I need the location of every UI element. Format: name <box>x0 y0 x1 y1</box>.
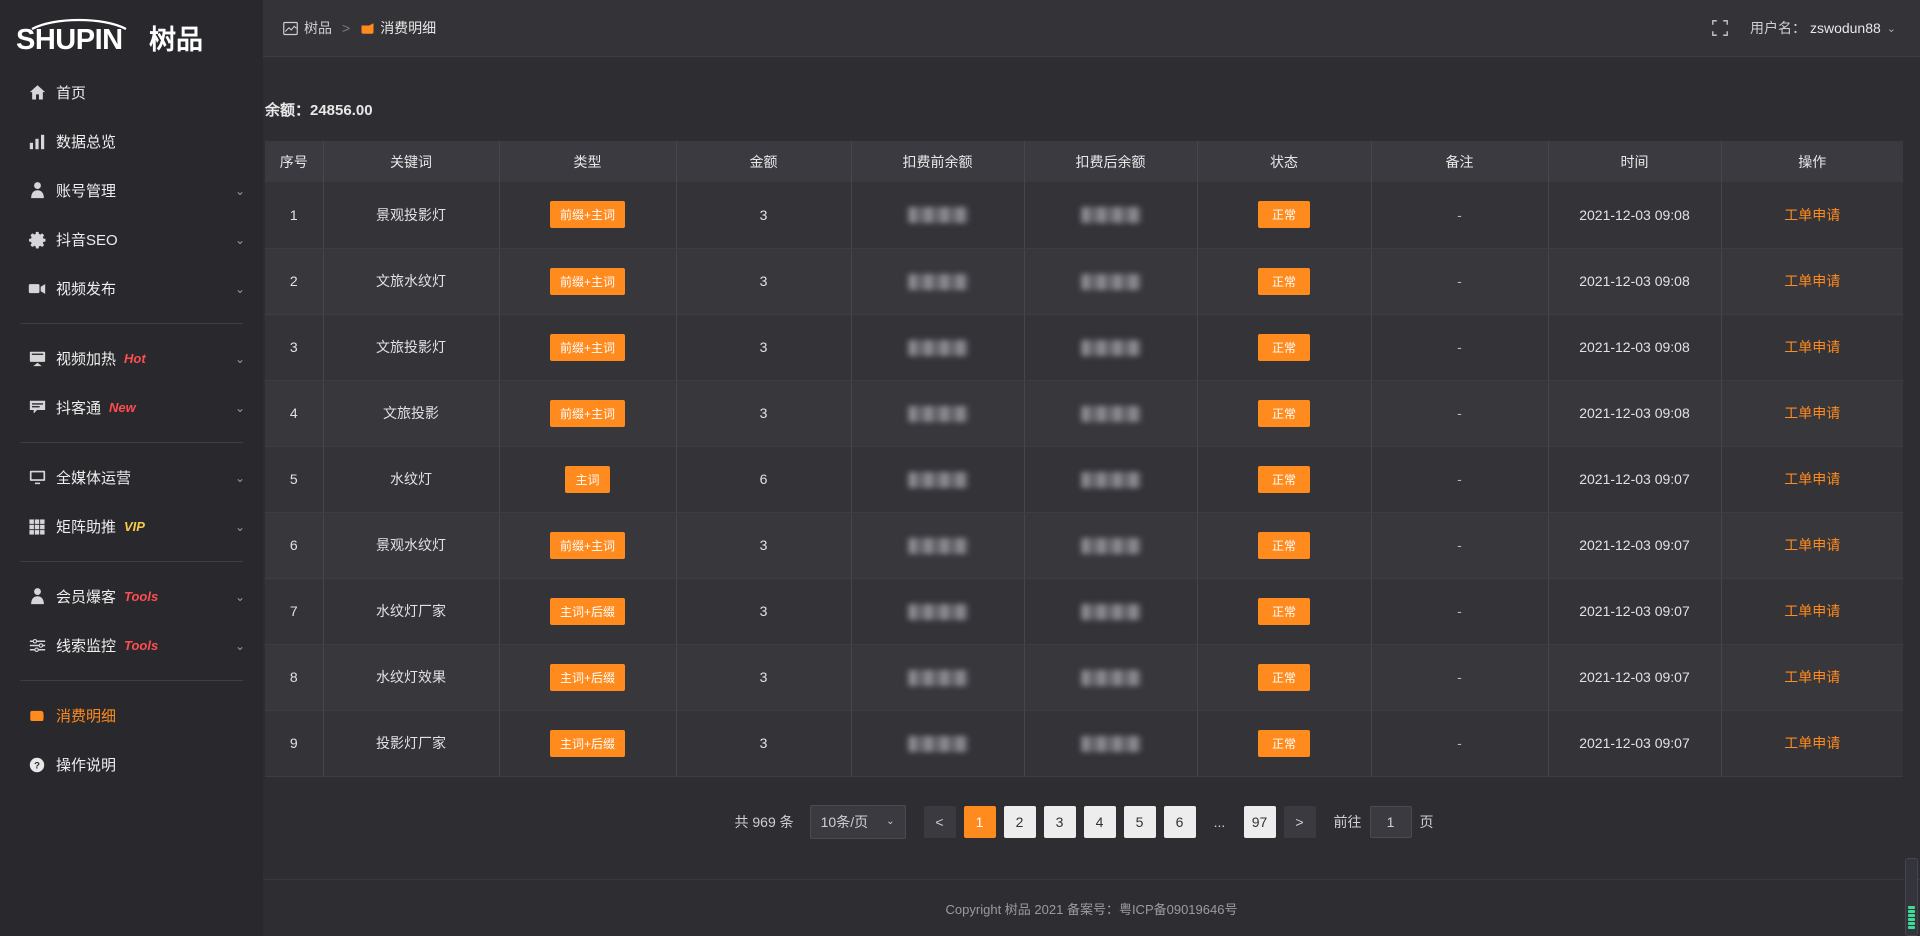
svg-text:SHUPIN: SHUPIN <box>16 24 123 56</box>
svg-text:?: ? <box>34 760 40 771</box>
svg-text:树品: 树品 <box>149 25 203 55</box>
